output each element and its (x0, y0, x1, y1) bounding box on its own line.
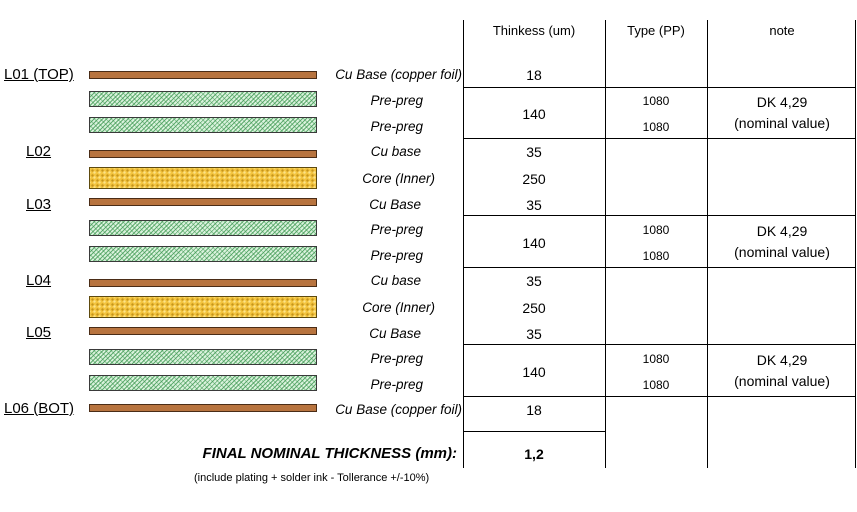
note-cell: DK 4,29 (nominal value) (708, 350, 856, 392)
pp-type-value: 1080 (642, 120, 670, 134)
thickness-value: 35 (526, 144, 542, 160)
material-label: Cu Base (369, 326, 421, 341)
material-label: Cu base (370, 273, 421, 288)
material-label: Cu Base (copper foil) (335, 402, 462, 417)
material-label: Pre-preg (370, 351, 423, 366)
copper-layer-bar (89, 71, 317, 79)
thickness-value: 35 (526, 326, 542, 342)
layer-label-l01: L01 (TOP) (4, 66, 74, 83)
pp-type-value: 1080 (642, 94, 670, 108)
material-label: Pre-preg (370, 377, 423, 392)
pp-type-value: 1080 (642, 378, 670, 392)
material-label: Pre-preg (370, 119, 423, 134)
thickness-value: 250 (522, 300, 546, 316)
tolerance-footnote: (include plating + solder ink - Tolleran… (194, 472, 430, 484)
layer-label-l06: L06 (BOT) (4, 400, 75, 417)
copper-layer-bar (89, 279, 317, 287)
thickness-value: 250 (522, 171, 546, 187)
prepreg-layer-bar (89, 246, 317, 262)
final-thickness-label: FINAL NOMINAL THICKNESS (mm): (202, 445, 457, 462)
thickness-value: 140 (522, 364, 546, 380)
grid-line (605, 20, 606, 468)
header-thickness: Thinkess (um) (492, 23, 576, 38)
material-label: Cu Base (369, 197, 421, 212)
copper-layer-bar (89, 327, 317, 335)
material-label: Pre-preg (370, 93, 423, 108)
prepreg-layer-bar (89, 220, 317, 236)
material-label: Core (Inner) (362, 171, 435, 186)
prepreg-layer-bar (89, 117, 317, 133)
thickness-value: 35 (526, 197, 542, 213)
note-dk: DK 4,29 (756, 223, 808, 239)
core-layer-bar (89, 167, 317, 189)
pp-type-value: 1080 (642, 352, 670, 366)
grid-line (463, 344, 856, 345)
layer-label-l02: L02 (26, 143, 52, 160)
layer-label-l03: L03 (26, 196, 52, 213)
grid-line (707, 20, 708, 468)
note-cell: DK 4,29 (nominal value) (708, 221, 856, 263)
thickness-value: 140 (522, 235, 546, 251)
grid-line (463, 87, 856, 88)
note-nominal: (nominal value) (734, 115, 830, 131)
copper-layer-bar (89, 198, 317, 206)
core-layer-bar (89, 296, 317, 318)
material-label: Cu base (370, 144, 421, 159)
pp-type-value: 1080 (642, 223, 670, 237)
pp-type-value: 1080 (642, 249, 670, 263)
note-dk: DK 4,29 (756, 94, 808, 110)
thickness-value: 18 (526, 67, 542, 83)
note-dk: DK 4,29 (756, 352, 808, 368)
grid-line (463, 431, 605, 432)
grid-line (855, 20, 856, 468)
layer-label-l04: L04 (26, 272, 52, 289)
layer-label-l05: L05 (26, 324, 52, 341)
note-nominal: (nominal value) (734, 373, 830, 389)
prepreg-layer-bar (89, 91, 317, 107)
thickness-value: 140 (522, 106, 546, 122)
header-type: Type (PP) (627, 23, 685, 38)
prepreg-layer-bar (89, 375, 317, 391)
thickness-value: 18 (526, 402, 542, 418)
final-thickness-value: 1,2 (524, 446, 544, 462)
grid-line (463, 215, 856, 216)
material-label: Pre-preg (370, 248, 423, 263)
copper-layer-bar (89, 150, 317, 158)
material-label: Cu Base (copper foil) (335, 67, 462, 82)
grid-line (463, 138, 856, 139)
grid-line (463, 20, 464, 468)
thickness-value: 35 (526, 273, 542, 289)
prepreg-layer-bar (89, 349, 317, 365)
material-label: Pre-preg (370, 222, 423, 237)
note-cell: DK 4,29 (nominal value) (708, 92, 856, 134)
material-label: Core (Inner) (362, 300, 435, 315)
header-note: note (769, 23, 795, 38)
grid-line (463, 267, 856, 268)
note-nominal: (nominal value) (734, 244, 830, 260)
copper-layer-bar (89, 404, 317, 412)
grid-line (463, 396, 856, 397)
